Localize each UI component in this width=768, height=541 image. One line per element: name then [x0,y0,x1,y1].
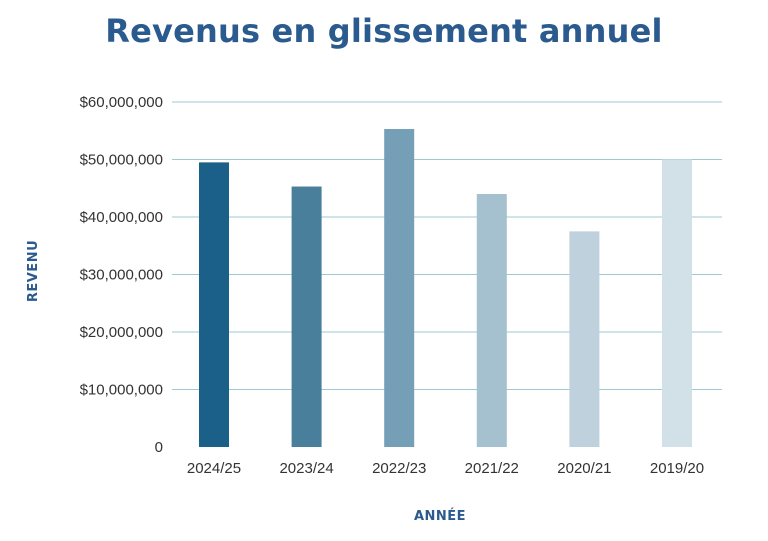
x-tick-label: 2021/22 [465,460,519,477]
x-tick-label: 2019/20 [650,460,704,477]
gridlines [172,101,722,390]
y-tick-label: 0 [155,439,163,456]
x-axis-title: ANNÉE [414,508,466,524]
bar-2020-21 [569,231,600,447]
y-tick-label: $60,000,000 [80,94,163,111]
y-axis-ticks: 0 $10,000,000 $20,000,000 $30,000,000 $40,00… [80,94,163,456]
bar-2024-25 [199,162,229,447]
bar-2021-22 [476,194,507,447]
y-tick-label: $40,000,000 [80,209,163,226]
x-tick-label: 2020/21 [557,460,611,477]
bars [199,129,692,447]
bar-2019-20 [662,159,692,447]
chart-title: Revenus en glissement annuel [105,12,663,50]
y-tick-label: $10,000,000 [80,382,163,399]
x-tick-label: 2023/24 [279,460,333,477]
y-tick-label: $50,000,000 [80,152,163,169]
x-tick-label: 2022/23 [372,460,426,477]
y-tick-label: $30,000,000 [80,267,163,284]
x-axis-ticks: 2024/25 2023/24 2022/23 2021/22 2020/21 2019/… [187,460,704,477]
y-axis-title: REVENU [26,240,41,302]
bar-2023-24 [291,186,322,447]
bar-2022-23 [384,129,415,447]
y-tick-label: $20,000,000 [80,324,163,341]
x-tick-label: 2024/25 [187,460,241,477]
